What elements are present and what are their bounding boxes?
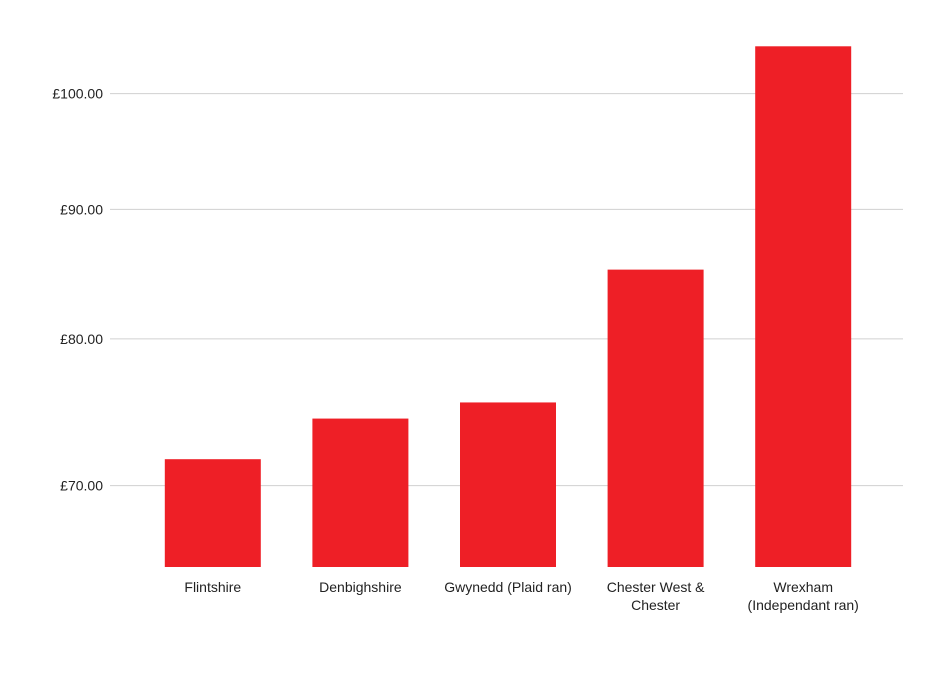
bar: [607, 269, 704, 567]
y-tick-label: £70.00: [60, 478, 103, 494]
x-tick-label: Gwynedd (Plaid ran): [444, 579, 572, 595]
y-tick-label: £100.00: [52, 86, 103, 102]
y-tick-label: £90.00: [60, 201, 103, 217]
bar: [164, 459, 261, 567]
x-tick-label: Flintshire: [184, 579, 241, 595]
x-tick-label: Wrexham (Independant ran): [748, 579, 859, 613]
x-tick-label: Denbighshire: [319, 579, 402, 595]
x-tick-label: Chester West & Chester: [607, 579, 705, 613]
bar: [460, 402, 556, 567]
y-tick-label: £80.00: [60, 331, 103, 347]
bar: [312, 418, 409, 567]
bar: [755, 46, 852, 567]
